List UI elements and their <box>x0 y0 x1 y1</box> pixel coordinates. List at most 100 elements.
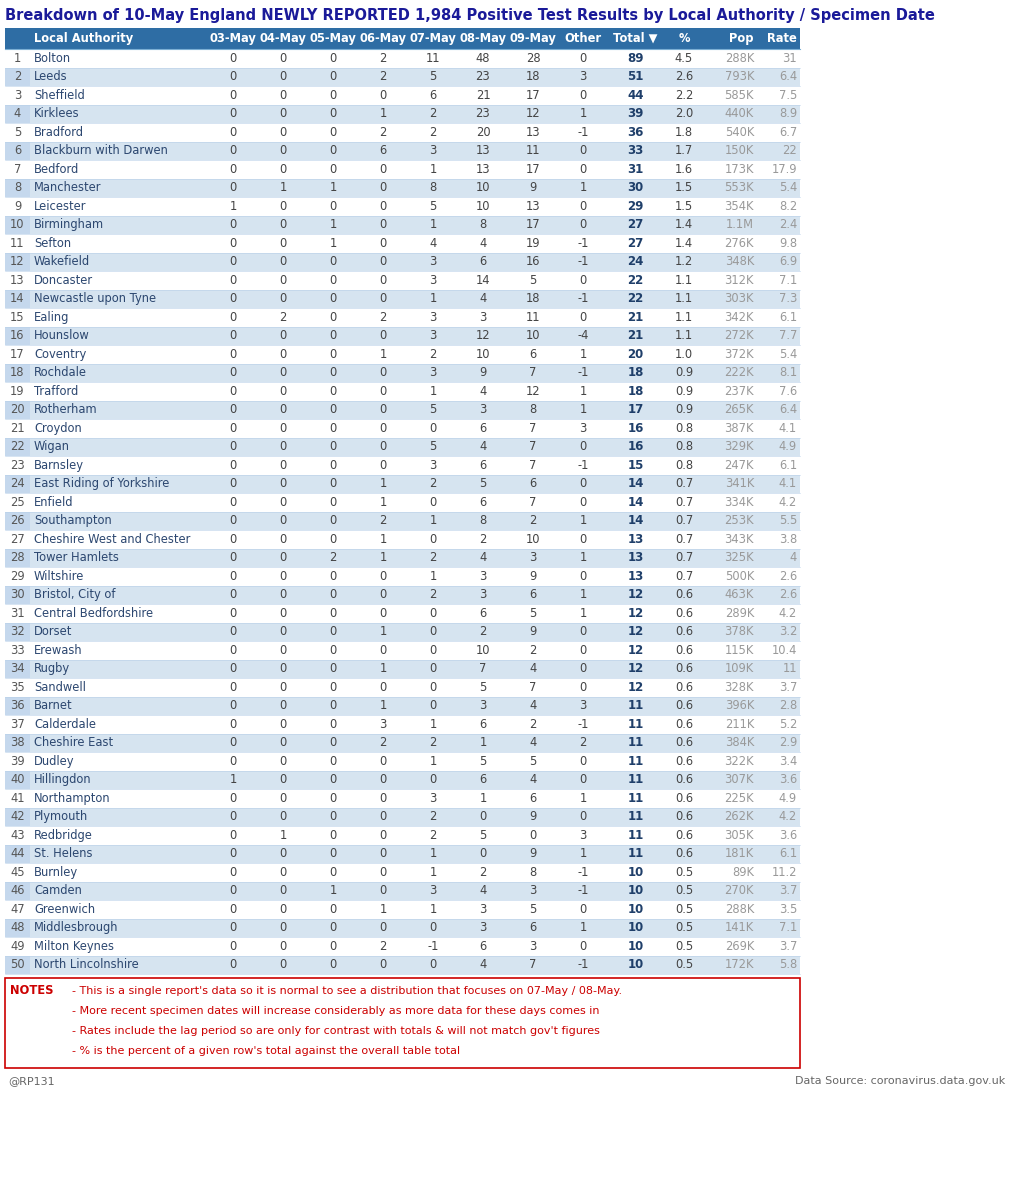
Bar <box>705 604 758 623</box>
Text: 13: 13 <box>627 533 643 546</box>
Bar <box>258 271 308 289</box>
Text: 1: 1 <box>329 218 336 232</box>
Text: 6: 6 <box>529 348 536 361</box>
Bar <box>308 419 358 438</box>
Bar <box>408 474 458 493</box>
Text: 0: 0 <box>280 366 287 379</box>
Bar <box>5 308 30 326</box>
Text: 1.0: 1.0 <box>675 348 693 361</box>
Text: 33: 33 <box>10 643 25 656</box>
Bar <box>208 493 258 511</box>
Bar <box>705 808 758 826</box>
Bar <box>358 49 408 67</box>
Bar <box>663 364 705 382</box>
Bar <box>663 401 705 419</box>
Text: 1: 1 <box>580 922 587 935</box>
Text: 4: 4 <box>480 236 487 250</box>
Text: 2: 2 <box>429 829 436 841</box>
Text: 0: 0 <box>329 755 336 768</box>
Text: 3: 3 <box>580 421 587 434</box>
Bar <box>508 790 558 808</box>
Text: 0: 0 <box>280 959 287 971</box>
Bar <box>758 696 800 715</box>
Bar <box>608 234 663 252</box>
Text: 7.3: 7.3 <box>779 293 797 305</box>
Text: 0: 0 <box>229 218 236 232</box>
Text: Camden: Camden <box>34 884 82 898</box>
Bar <box>663 752 705 770</box>
Text: Calderdale: Calderdale <box>34 718 96 731</box>
Bar <box>258 604 308 623</box>
Bar <box>208 641 258 660</box>
Text: 0.6: 0.6 <box>675 680 693 694</box>
Text: 27: 27 <box>627 236 643 250</box>
Text: 0: 0 <box>280 440 287 454</box>
Bar <box>608 660 663 678</box>
Text: 14: 14 <box>627 496 643 509</box>
Bar <box>30 882 208 900</box>
Text: 1: 1 <box>429 865 436 878</box>
Bar <box>458 346 508 364</box>
Text: 0: 0 <box>280 700 287 713</box>
Text: Total ▼: Total ▼ <box>613 32 658 44</box>
Bar <box>508 511 558 530</box>
Bar <box>5 346 30 364</box>
Text: Kirklees: Kirklees <box>34 107 80 120</box>
Bar <box>758 715 800 733</box>
Bar <box>558 882 608 900</box>
Bar <box>558 160 608 179</box>
Text: Rochdale: Rochdale <box>34 366 87 379</box>
Bar <box>508 696 558 715</box>
Bar <box>458 456 508 474</box>
Bar <box>5 863 30 882</box>
Text: 11: 11 <box>627 792 643 805</box>
Bar <box>30 900 208 918</box>
Text: 10: 10 <box>10 218 25 232</box>
Bar <box>308 308 358 326</box>
Bar <box>5 623 30 641</box>
Bar <box>308 696 358 715</box>
Bar <box>30 346 208 364</box>
Bar <box>508 548 558 566</box>
Text: 109K: 109K <box>725 662 754 676</box>
Bar <box>758 142 800 160</box>
Text: 0: 0 <box>429 625 436 638</box>
Bar <box>30 752 208 770</box>
Bar <box>208 179 258 197</box>
Text: 0: 0 <box>380 236 387 250</box>
Bar <box>558 937 608 955</box>
Bar <box>458 401 508 419</box>
Bar <box>508 86 558 104</box>
Text: 2: 2 <box>580 737 587 749</box>
Bar <box>705 530 758 548</box>
Bar <box>608 142 663 160</box>
Bar <box>608 882 663 900</box>
Bar <box>30 641 208 660</box>
Text: 0: 0 <box>280 236 287 250</box>
Text: 0: 0 <box>280 348 287 361</box>
Text: Bolton: Bolton <box>34 52 71 65</box>
Bar <box>558 197 608 216</box>
Text: 8: 8 <box>480 218 487 232</box>
Bar <box>358 623 408 641</box>
Bar <box>663 566 705 586</box>
Text: 0: 0 <box>380 403 387 416</box>
Text: 1: 1 <box>580 792 587 805</box>
Bar <box>258 326 308 346</box>
Text: 3.6: 3.6 <box>779 829 797 841</box>
Bar <box>705 733 758 752</box>
Bar <box>508 826 558 845</box>
Bar <box>30 511 208 530</box>
Text: 10: 10 <box>476 199 490 212</box>
Bar <box>508 641 558 660</box>
Text: 2: 2 <box>480 865 487 878</box>
Text: 0: 0 <box>280 218 287 232</box>
Bar <box>758 122 800 142</box>
Text: 3.5: 3.5 <box>779 902 797 916</box>
Bar <box>663 715 705 733</box>
Text: 19: 19 <box>10 385 25 397</box>
Text: 10: 10 <box>627 959 643 971</box>
Text: 2: 2 <box>380 126 387 139</box>
Bar <box>30 197 208 216</box>
Text: 1: 1 <box>580 607 587 619</box>
